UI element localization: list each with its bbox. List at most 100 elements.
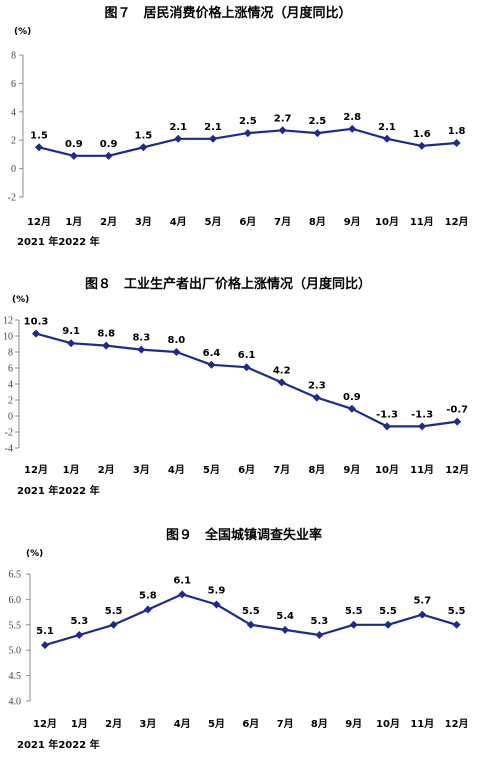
x-tick-label: 11月 — [410, 216, 434, 228]
y-tick-label: 0 — [8, 412, 13, 423]
data-label: 5.7 — [413, 596, 431, 607]
x-tick-label: 3月 — [133, 464, 150, 476]
x-tick-label: 4月 — [174, 718, 191, 730]
data-point — [246, 620, 255, 629]
x-tick-label: 3月 — [139, 718, 156, 730]
data-point — [209, 134, 217, 143]
data-label: 2.7 — [274, 113, 292, 124]
y-tick-label: -2 — [5, 428, 13, 439]
data-label: 8.3 — [132, 333, 150, 344]
series-line — [44, 593, 457, 647]
x-tick-label: 7月 — [277, 718, 294, 730]
chart-2: 图８ 工业生产者出厂价格上涨情况（月度同比） (%) -4 -2 0 2 4 6 8 10 12 12… — [3, 276, 469, 497]
data-label: 0.9 — [65, 139, 83, 150]
data-point — [139, 143, 148, 152]
data-point — [35, 143, 43, 152]
y-tick-label: 4 — [8, 380, 13, 391]
data-point — [143, 605, 152, 614]
data-point — [32, 329, 40, 338]
y-tick-label: 2 — [8, 396, 13, 407]
data-label: 1.8 — [448, 126, 466, 137]
x-tick-label: 2月 — [100, 216, 117, 228]
y-tick-label: -4 — [5, 444, 13, 455]
data-point — [243, 129, 252, 138]
data-point — [315, 630, 324, 639]
data-point — [137, 345, 146, 354]
x-tick-label: 6月 — [242, 718, 259, 730]
x-tick-label: 5月 — [205, 216, 222, 228]
data-label: 2.8 — [343, 112, 361, 123]
year-labels: 2021 年2022 年 — [17, 235, 100, 248]
data-point — [277, 378, 286, 387]
y-tick-label: 6.5 — [9, 570, 22, 581]
x-tick-label: 12月 — [445, 464, 469, 476]
data-point — [104, 151, 113, 160]
data-label: 4.2 — [273, 365, 291, 376]
y-tick-label: 8 — [11, 51, 16, 62]
data-point — [174, 134, 183, 143]
chart-title: 图７ 居民消费价格上涨情况（月度同比） — [104, 5, 351, 21]
chart-title: 图８ 工业生产者出厂价格上涨情况（月度同比） — [85, 276, 371, 292]
x-tick-label: 12月 — [33, 718, 57, 730]
data-label: 6.1 — [238, 350, 256, 361]
data-label: 0.9 — [343, 392, 361, 403]
data-point — [75, 630, 84, 639]
data-point — [417, 141, 426, 150]
data-label: 5.5 — [448, 606, 466, 617]
data-label: 8.0 — [168, 335, 186, 346]
x-tick-label: 8月 — [311, 718, 328, 730]
data-point — [313, 129, 322, 138]
data-label: 5.5 — [105, 606, 123, 617]
y-unit-label: (%) — [14, 27, 31, 37]
x-tick-label: 6月 — [238, 464, 255, 476]
x-tick-label: 8月 — [308, 464, 325, 476]
y-tick-label: -2 — [8, 193, 16, 204]
x-tick-label: 6月 — [239, 216, 256, 228]
data-point — [281, 625, 290, 634]
y-tick-label: 0 — [11, 164, 16, 175]
data-label: 5.5 — [379, 606, 397, 617]
data-point — [109, 620, 118, 629]
data-label: 5.5 — [242, 606, 260, 617]
x-tick-label: 9月 — [345, 718, 362, 730]
data-point — [102, 341, 111, 350]
data-point — [348, 124, 357, 133]
data-point — [178, 590, 187, 599]
y-tick-label: 4.0 — [9, 697, 22, 708]
data-label: 1.6 — [413, 129, 431, 140]
x-tick-label: 10月 — [375, 216, 399, 228]
data-label: 8.8 — [97, 329, 115, 340]
data-label: -1.3 — [411, 409, 433, 420]
y-tick-label: 6.0 — [9, 595, 22, 606]
x-tick-label: 3月 — [135, 216, 152, 228]
data-label: 5.8 — [139, 591, 157, 602]
y-tick-label: 8 — [8, 348, 13, 359]
y-tick-label: 10 — [3, 332, 13, 343]
data-point — [207, 360, 216, 369]
data-label: 10.3 — [24, 317, 49, 328]
data-point — [418, 610, 427, 619]
x-tick-label: 1月 — [65, 216, 82, 228]
data-point — [453, 417, 462, 426]
data-point — [212, 600, 221, 609]
x-tick-label: 5月 — [203, 464, 220, 476]
data-point — [242, 363, 251, 372]
y-unit-label: (%) — [26, 549, 43, 559]
data-label: 5.3 — [311, 616, 329, 627]
data-label: 6.1 — [173, 575, 191, 586]
data-point — [452, 620, 461, 629]
chart-1: 图７ 居民消费价格上涨情况（月度同比） (%) -2 0 2 4 6 8 12月 1月 2月 3月 4月… — [8, 5, 469, 248]
data-point — [383, 422, 391, 431]
chart-3: 图９ 全国城镇调查失业率 (%) 4.0 4.5 5.0 5.5 6.0 6.5 12月 1月 2月… — [9, 527, 469, 751]
x-tick-label: 7月 — [274, 216, 291, 228]
x-tick-label: 7月 — [273, 464, 290, 476]
y-tick-label: 6 — [11, 79, 16, 90]
data-label: 1.5 — [30, 130, 48, 141]
x-tick-label: 11月 — [410, 464, 434, 476]
data-point — [418, 422, 427, 431]
x-tick-label: 8月 — [309, 216, 326, 228]
data-point — [312, 393, 321, 402]
x-tick-label: 10月 — [376, 718, 400, 730]
y-unit-label: (%) — [12, 295, 29, 305]
